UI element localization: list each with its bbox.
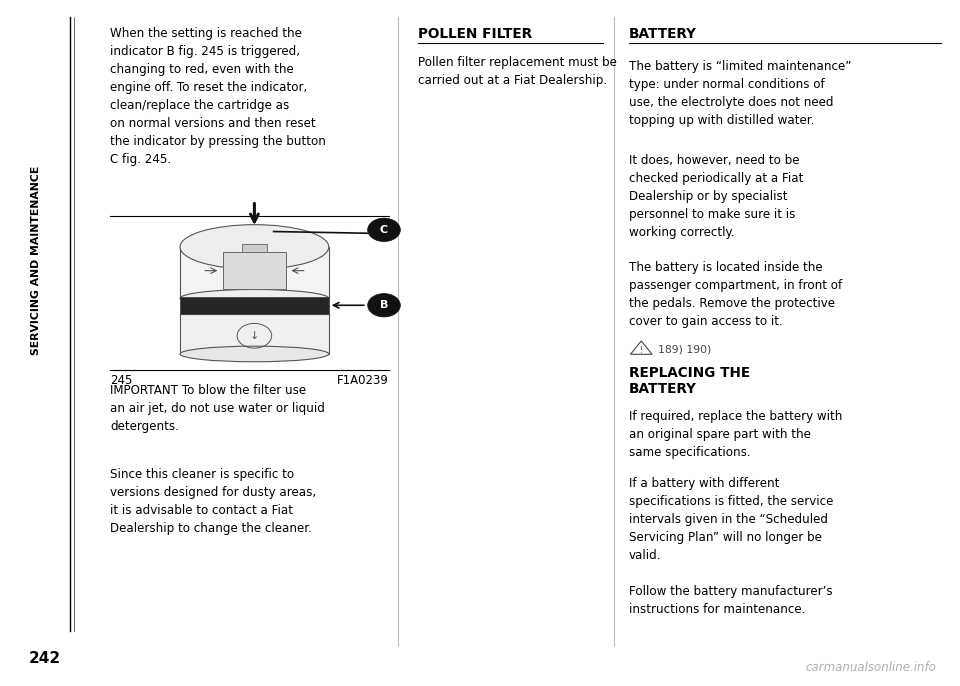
Bar [223,252,286,289]
Bar [180,297,328,314]
Text: It does, however, need to be
checked periodically at a Fiat
Dealership or by spe: It does, however, need to be checked per… [629,154,804,239]
Text: 245: 245 [110,374,132,387]
Text: The battery is “limited maintenance”
type: under normal conditions of
use, the e: The battery is “limited maintenance” typ… [629,60,852,128]
Bar [180,314,328,354]
Bar [180,247,328,298]
Text: carmanualsonline.info: carmanualsonline.info [805,661,936,674]
Text: Since this cleaner is specific to
versions designed for dusty areas,
it is advis: Since this cleaner is specific to versio… [110,468,317,535]
Text: If required, replace the battery with
an original spare part with the
same speci: If required, replace the battery with an… [629,410,842,459]
Text: REPLACING THE
BATTERY: REPLACING THE BATTERY [629,366,750,396]
Circle shape [368,294,400,317]
Text: BATTERY: BATTERY [629,27,697,41]
Circle shape [368,218,400,241]
Text: When the setting is reached the
indicator B fig. 245 is triggered,
changing to r: When the setting is reached the indicato… [110,27,326,167]
Text: The battery is located inside the
passenger compartment, in front of
the pedals.: The battery is located inside the passen… [629,261,842,328]
Text: SERVICING AND MAINTENANCE: SERVICING AND MAINTENANCE [32,166,41,355]
Text: ↓: ↓ [250,331,259,341]
Text: POLLEN FILTER: POLLEN FILTER [418,27,532,41]
Text: If a battery with different
specifications is fitted, the service
intervals give: If a battery with different specificatio… [629,477,833,562]
Text: C: C [380,225,388,235]
Text: 189) 190): 189) 190) [658,345,711,355]
Bar [242,244,267,252]
Text: IMPORTANT To blow the filter use
an air jet, do not use water or liquid
detergen: IMPORTANT To blow the filter use an air … [110,384,325,433]
Text: F1A0239: F1A0239 [337,374,389,387]
Text: B: B [380,300,388,310]
Text: Follow the battery manufacturer’s
instructions for maintenance.: Follow the battery manufacturer’s instru… [629,585,832,616]
Text: 242: 242 [29,651,60,666]
Ellipse shape [180,224,328,270]
Ellipse shape [180,346,328,362]
Text: !: ! [639,346,643,355]
Text: Pollen filter replacement must be
carried out at a Fiat Dealership.: Pollen filter replacement must be carrie… [418,56,616,87]
Ellipse shape [180,289,328,307]
